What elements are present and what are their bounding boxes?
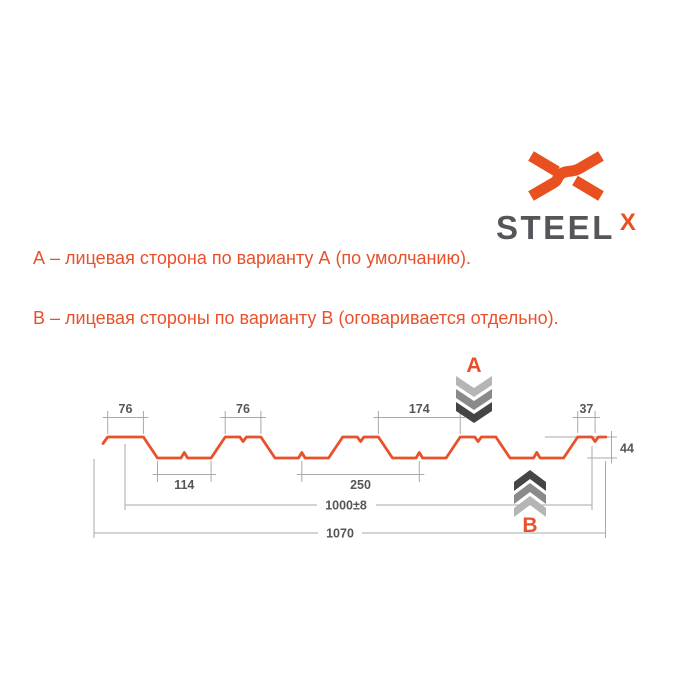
dim-pitch-label: 250	[350, 478, 371, 492]
brand-suffix: X	[619, 209, 636, 236]
brand-wordmark: STEEL X	[496, 209, 636, 247]
chevrons-down-icon	[456, 376, 492, 423]
dim-crest2-label: 76	[236, 402, 250, 416]
dimension-lines	[93, 411, 617, 538]
sheet-profile-outline	[101, 435, 608, 460]
variant-b-note: В – лицевая стороны по варианту В (огова…	[33, 308, 559, 328]
dim-height-label: 44	[620, 442, 634, 456]
chevrons-up-icon	[514, 470, 546, 517]
dim-working-width-label: 1000±8	[325, 499, 367, 513]
dim-crest1-label: 76	[119, 402, 133, 416]
brand-name: STEEL	[496, 209, 615, 246]
variant-a-note: А – лицевая сторона по варианту А (по ум…	[33, 248, 471, 268]
variant-b-arrow-label: B	[522, 514, 537, 537]
steelx-x-mark-icon	[528, 151, 604, 201]
variant-a-arrow-label: A	[466, 354, 481, 377]
brand-logo: STEEL X	[496, 143, 666, 246]
dim-valley-opening-label: 174	[409, 402, 430, 416]
dim-valley-bottom-label: 114	[174, 478, 194, 492]
dim-edge-crest-label: 37	[579, 402, 593, 416]
dim-overall-width-label: 1070	[326, 527, 354, 541]
